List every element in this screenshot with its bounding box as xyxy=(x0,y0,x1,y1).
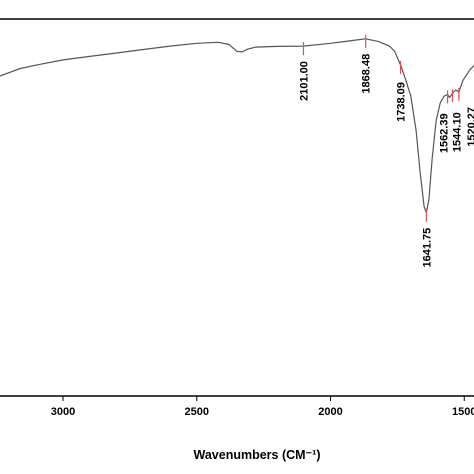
x-tick-label: 3000 xyxy=(51,406,75,418)
x-axis-title: Wavenumbers (CM⁻¹) xyxy=(194,448,321,462)
x-ticks: 30002500200015001000 xyxy=(51,396,474,418)
x-tick-label: 2500 xyxy=(185,406,209,418)
peak-annotations: 2101.00 1868.48 1738.09 1641.75 1562.39 1544.… xyxy=(299,34,474,268)
x-tick-label: 2000 xyxy=(318,406,342,418)
spectrum-series xyxy=(0,38,474,214)
plot-frame xyxy=(0,18,474,397)
peak-label: 1738.09 xyxy=(396,82,408,122)
peak-label: 1562.39 xyxy=(439,113,451,153)
peak-label: 1520.27 xyxy=(466,107,474,147)
x-tick-label: 1500 xyxy=(452,406,474,418)
spectrum-line xyxy=(0,38,474,214)
peak-label: 1544.10 xyxy=(452,112,464,152)
peak-label: 2101.00 xyxy=(299,61,311,101)
peak-label: 1641.75 xyxy=(421,228,433,268)
peak-label: 1868.48 xyxy=(361,54,373,94)
